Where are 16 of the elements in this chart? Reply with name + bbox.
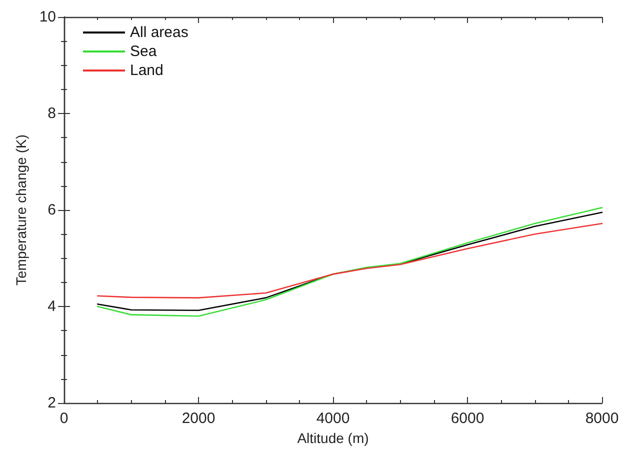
- y-tick-label: 6: [48, 202, 56, 218]
- line-series: [96, 222, 603, 298]
- x-tick-label: 6000: [450, 410, 484, 427]
- y-tick-label: 10: [39, 8, 56, 26]
- x-axis-title: Altitude (m): [297, 430, 369, 446]
- y-tick-label: 8: [48, 105, 56, 122]
- x-tick-label: 8000: [585, 410, 619, 427]
- x-tick-label: 2000: [182, 410, 216, 427]
- x-tick-label: 0: [60, 410, 68, 427]
- legend-label: Land: [130, 62, 164, 79]
- legend-label: Sea: [130, 43, 158, 60]
- y-tick-label: 2: [48, 394, 56, 412]
- legend-label: All areas: [130, 24, 188, 41]
- y-tick-label: 4: [48, 298, 56, 315]
- y-axis-title: Temperature change (K): [13, 134, 29, 286]
- x-tick-label: 4000: [316, 410, 350, 427]
